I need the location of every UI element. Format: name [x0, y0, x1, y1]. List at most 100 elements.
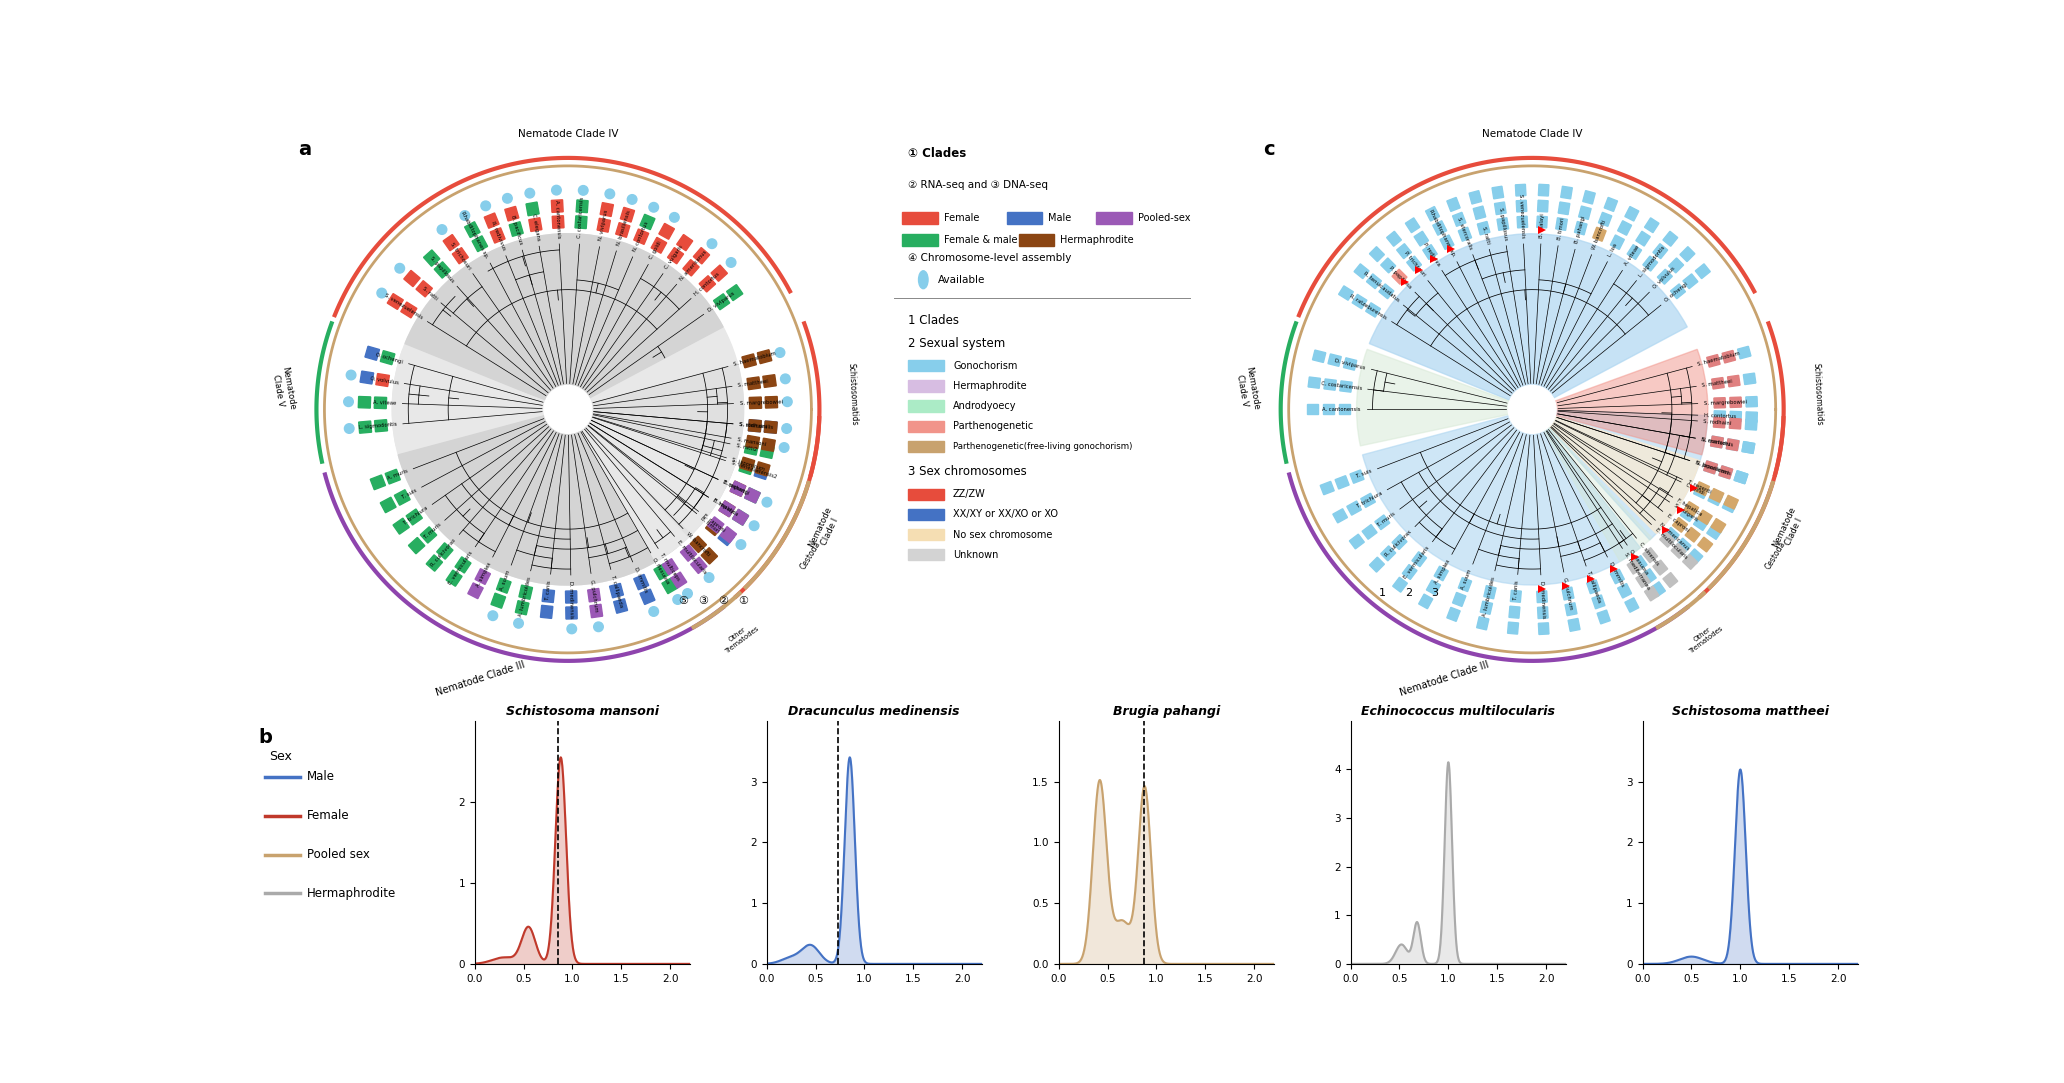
Text: B. timori: B. timori: [1556, 217, 1565, 240]
Polygon shape: [634, 229, 648, 245]
Polygon shape: [609, 584, 623, 598]
Circle shape: [394, 263, 405, 273]
Polygon shape: [1397, 244, 1412, 259]
Title: Dracunculus medinensis: Dracunculus medinensis: [788, 705, 960, 718]
Text: Schistosomatids: Schistosomatids: [846, 363, 859, 426]
Text: Rhabditophanes sp.: Rhabditophanes sp.: [460, 210, 489, 259]
FancyBboxPatch shape: [1007, 211, 1042, 224]
Text: B. pahangi: B. pahangi: [722, 480, 751, 496]
Polygon shape: [691, 557, 706, 574]
Polygon shape: [700, 276, 716, 292]
Polygon shape: [1478, 222, 1490, 235]
Text: S. margrebowiei: S. margrebowiei: [1703, 400, 1746, 406]
Polygon shape: [1569, 618, 1581, 631]
Polygon shape: [454, 557, 471, 573]
Text: B. malayi: B. malayi: [712, 498, 735, 516]
Circle shape: [504, 194, 512, 204]
Wedge shape: [1362, 409, 1641, 585]
Wedge shape: [568, 409, 687, 561]
Title: Echinococcus multilocularis: Echinococcus multilocularis: [1360, 705, 1554, 718]
Polygon shape: [1560, 186, 1573, 199]
Polygon shape: [683, 260, 700, 276]
Text: O. volvulus: O. volvulus: [1651, 265, 1676, 290]
Polygon shape: [739, 460, 753, 474]
Text: R. ratzeburensis: R. ratzeburensis: [1350, 293, 1387, 321]
Wedge shape: [568, 364, 743, 540]
Text: A. viteae: A. viteae: [1624, 245, 1641, 266]
Text: A. viteae: A. viteae: [374, 400, 396, 406]
Polygon shape: [400, 302, 417, 318]
Polygon shape: [1734, 471, 1748, 484]
Text: Nematode Clade III: Nematode Clade III: [1399, 660, 1490, 699]
Polygon shape: [1738, 347, 1750, 358]
Text: Male: Male: [308, 770, 334, 783]
Circle shape: [347, 370, 355, 380]
Text: O. flexuosa: O. flexuosa: [652, 557, 671, 585]
Polygon shape: [407, 509, 423, 525]
Polygon shape: [731, 481, 745, 496]
Text: N. americanus: N. americanus: [1657, 522, 1690, 551]
Polygon shape: [438, 543, 452, 559]
Polygon shape: [1354, 264, 1368, 278]
Text: R. tenuicaudatus: R. tenuicaudatus: [1362, 271, 1399, 303]
Text: Sex: Sex: [268, 751, 293, 764]
Polygon shape: [766, 396, 778, 408]
Polygon shape: [1746, 412, 1756, 422]
Polygon shape: [1344, 357, 1356, 370]
Polygon shape: [1565, 603, 1577, 615]
Text: T. trichiura: T. trichiura: [402, 506, 429, 526]
Text: S. venezuelensis: S. venezuelensis: [1519, 194, 1525, 238]
Polygon shape: [1579, 206, 1591, 220]
Polygon shape: [764, 421, 778, 433]
Text: P. papillosa: P. papillosa: [1389, 265, 1412, 290]
Polygon shape: [613, 599, 627, 613]
Polygon shape: [1742, 442, 1754, 454]
Polygon shape: [1668, 258, 1684, 273]
Polygon shape: [405, 271, 421, 287]
Text: S. haematobium: S. haematobium: [1697, 351, 1740, 367]
Polygon shape: [1575, 222, 1587, 235]
Polygon shape: [671, 572, 687, 588]
Polygon shape: [1591, 595, 1606, 609]
Polygon shape: [1744, 374, 1756, 384]
Polygon shape: [634, 574, 648, 590]
Circle shape: [782, 397, 793, 406]
Polygon shape: [1321, 482, 1333, 495]
Text: 1 Clades: 1 Clades: [908, 314, 960, 327]
Polygon shape: [753, 465, 770, 480]
Text: D. immitis: D. immitis: [1608, 561, 1624, 588]
Text: ③: ③: [698, 596, 708, 606]
Text: 3 Sex chromosomes: 3 Sex chromosomes: [908, 466, 1028, 479]
Text: Rhabditophanes sp.: Rhabditophanes sp.: [1428, 209, 1457, 258]
Text: A. lumbricoides: A. lumbricoides: [518, 576, 533, 617]
Polygon shape: [1653, 560, 1668, 575]
Polygon shape: [421, 526, 438, 543]
Polygon shape: [444, 235, 458, 251]
Text: A. simplex: A. simplex: [1434, 559, 1451, 585]
Text: c: c: [1263, 140, 1273, 159]
Text: R. culicivorax: R. culicivorax: [1385, 529, 1412, 558]
Polygon shape: [1350, 470, 1364, 483]
Text: T. callipaeda: T. callipaeda: [1585, 571, 1602, 603]
Polygon shape: [1684, 501, 1699, 516]
Polygon shape: [1340, 404, 1350, 415]
Circle shape: [1509, 386, 1556, 433]
Polygon shape: [757, 350, 772, 364]
Polygon shape: [1414, 232, 1428, 246]
Polygon shape: [475, 569, 491, 585]
Polygon shape: [1393, 577, 1408, 592]
Text: ②: ②: [718, 596, 729, 606]
Polygon shape: [551, 199, 563, 212]
Polygon shape: [718, 501, 735, 517]
FancyBboxPatch shape: [902, 211, 939, 224]
Polygon shape: [1391, 270, 1408, 284]
Text: A. cantonensis: A. cantonensis: [555, 199, 561, 238]
Text: Schistosomatids: Schistosomatids: [1810, 363, 1823, 426]
Wedge shape: [1531, 350, 1707, 455]
Polygon shape: [576, 216, 586, 229]
Polygon shape: [621, 207, 634, 222]
Polygon shape: [1340, 286, 1354, 300]
Circle shape: [780, 443, 788, 453]
Text: S. margrebowiei: S. margrebowiei: [739, 400, 782, 406]
Polygon shape: [764, 421, 778, 433]
